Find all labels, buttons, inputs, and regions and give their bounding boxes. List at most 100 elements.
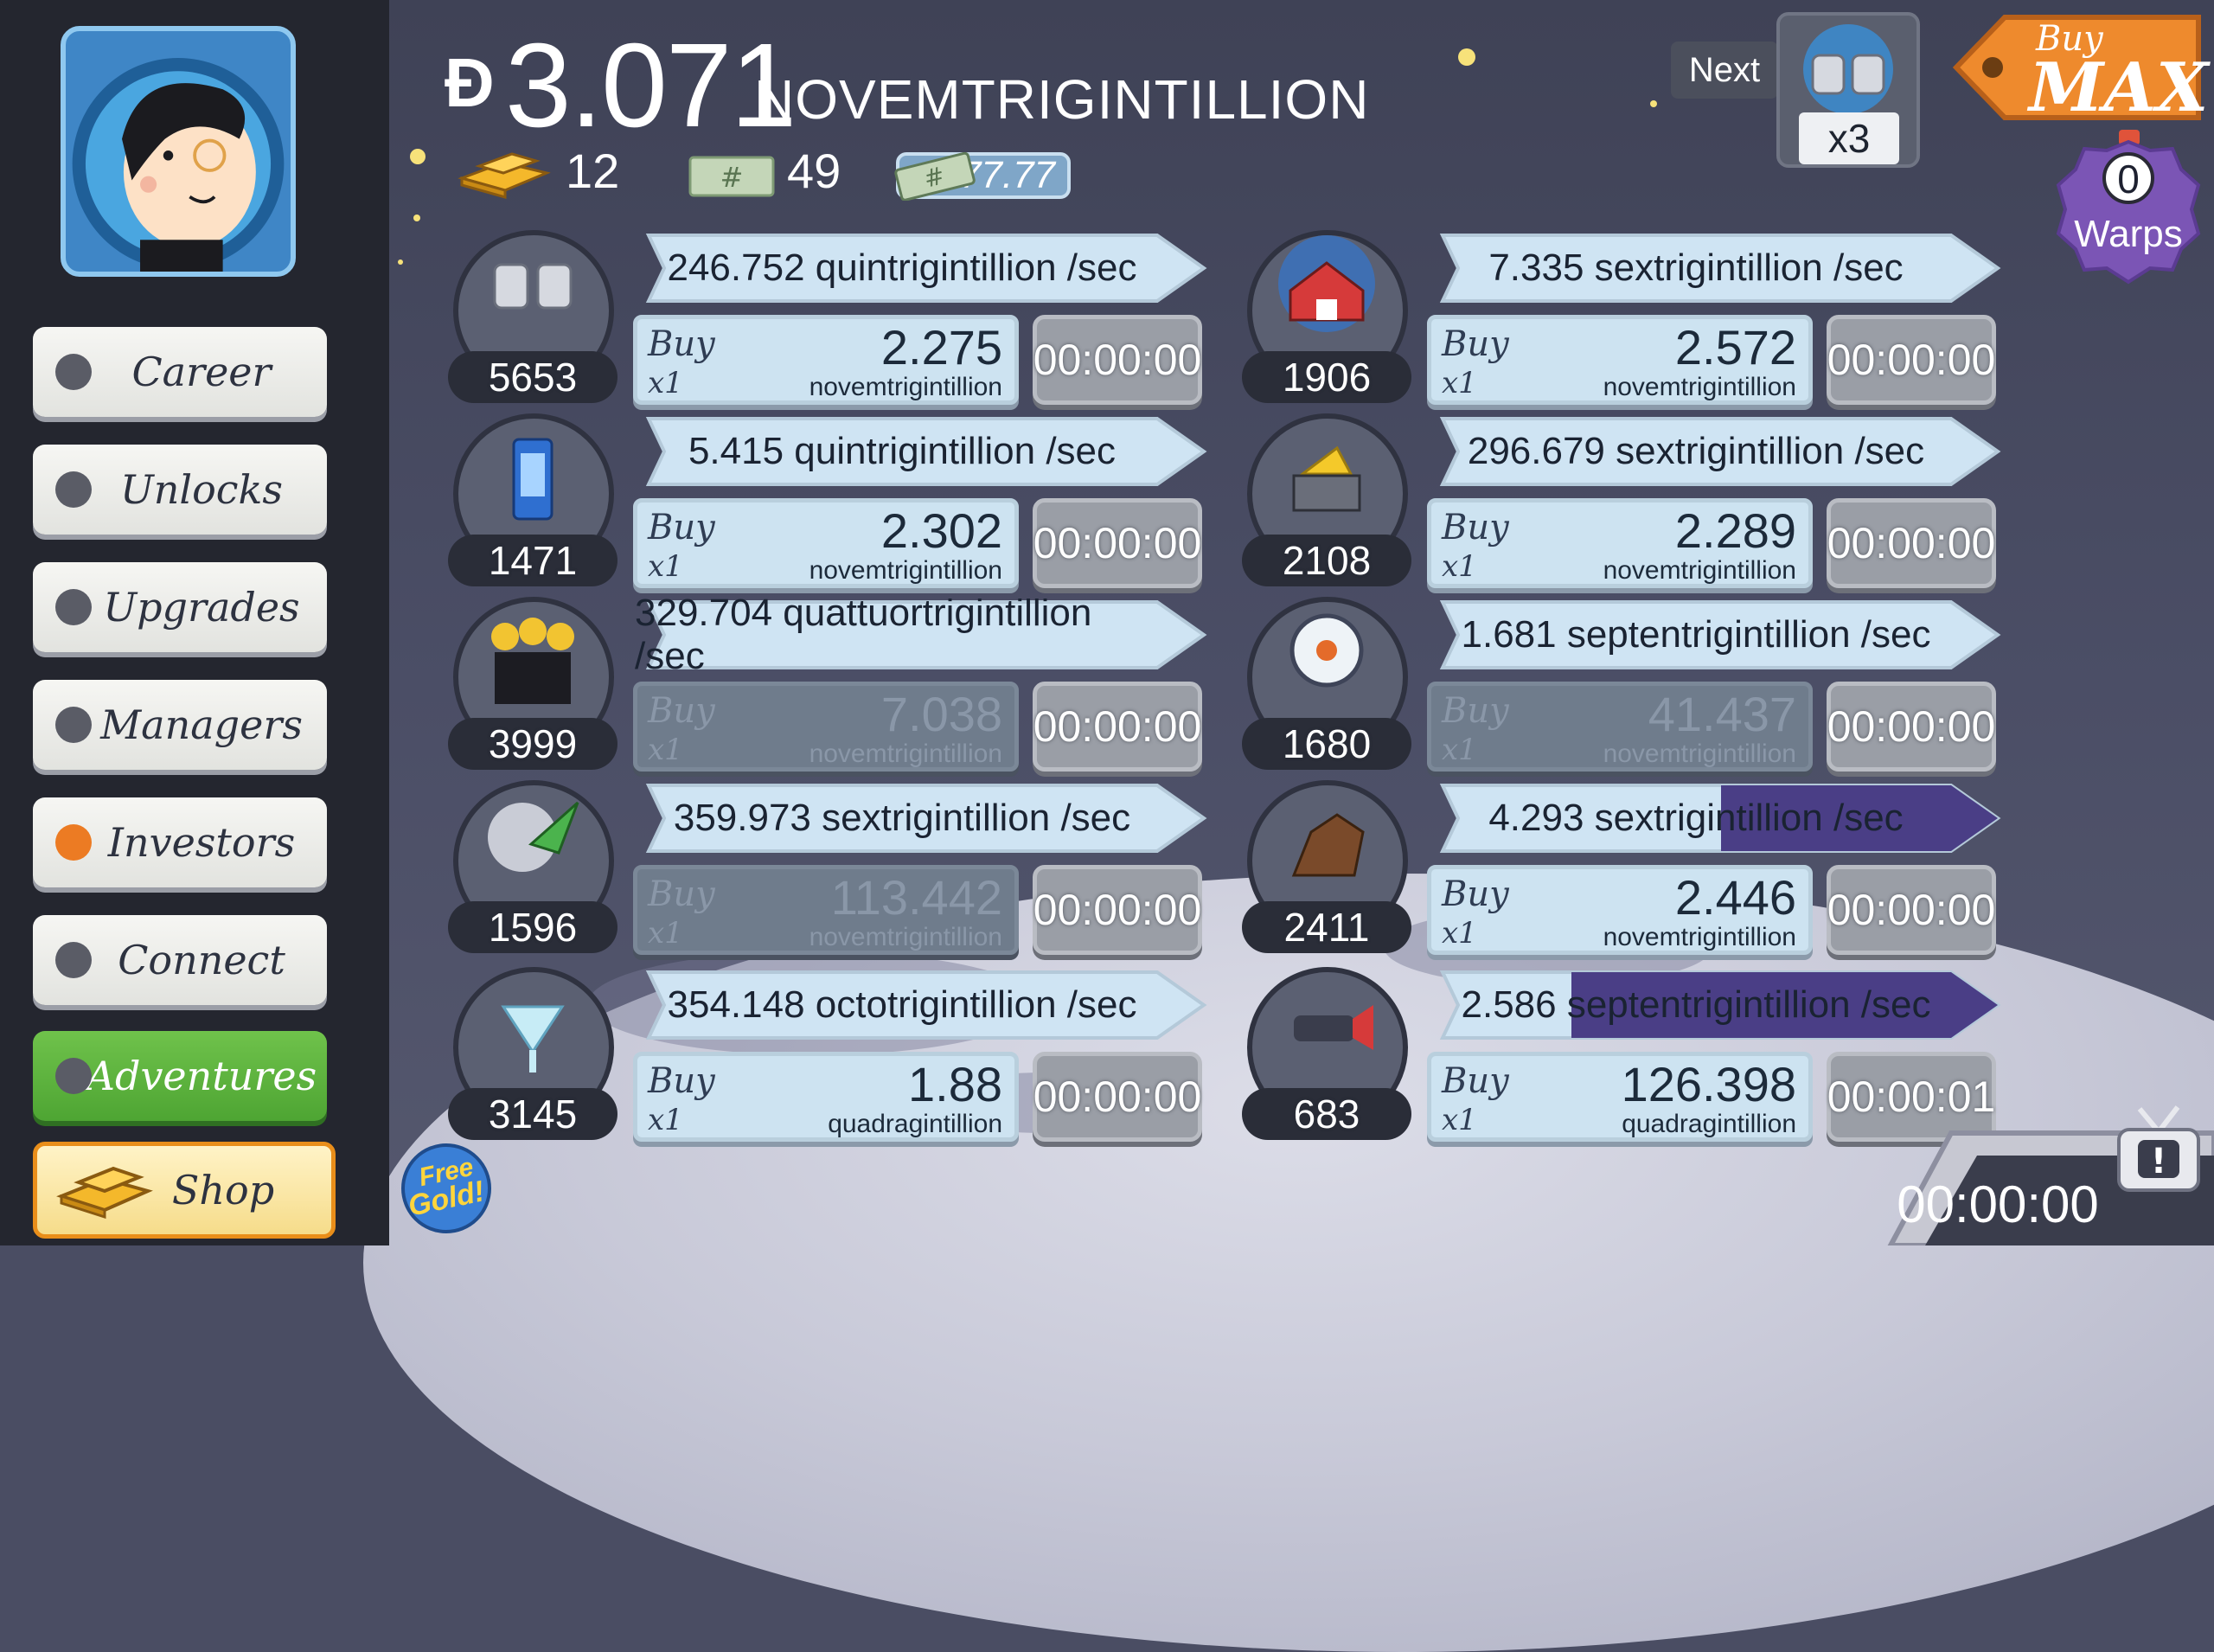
business-count-value: 1906 bbox=[1282, 355, 1372, 400]
business-5-icon-button[interactable]: 3999 bbox=[448, 597, 617, 770]
business-7-icon-button[interactable]: 1596 bbox=[448, 780, 617, 953]
rate-arrow-shape bbox=[645, 234, 1207, 303]
tv-timer: 00:00:00 bbox=[1897, 1175, 2099, 1233]
sidebar-item-unlocks[interactable]: Unlocks bbox=[33, 445, 327, 535]
business-count: 1471 bbox=[448, 535, 617, 586]
business-7-buy-button[interactable]: Buy x1 113.442 novemtrigintillion bbox=[633, 865, 1019, 955]
buy-cost-value: 1.88 bbox=[908, 1057, 1002, 1111]
business-9-rate-bar[interactable]: 354.148 octotrigintillion /sec bbox=[635, 969, 1207, 1041]
business-3-buy-button[interactable]: Buy x1 2.302 novemtrigintillion bbox=[633, 498, 1019, 588]
free-gold-button[interactable]: Free Gold! bbox=[401, 1143, 491, 1233]
business-1-icon-button[interactable]: 5653 bbox=[448, 230, 617, 403]
buy-cost-unit: quadragintillion bbox=[1622, 1110, 1796, 1138]
business-4-timer: 00:00:00 bbox=[1827, 498, 1996, 588]
business-rate-text: 5.415 quintrigintillion /sec bbox=[688, 430, 1117, 472]
sidebar-item-label: Career bbox=[131, 349, 272, 395]
business-6-rate-bar[interactable]: 1.681 septentrigintillion /sec bbox=[1429, 599, 2001, 671]
sidebar-item-label: Adventures bbox=[86, 1053, 317, 1099]
ray-gun-icon bbox=[1294, 1005, 1373, 1050]
buy-label: Buy bbox=[1442, 691, 1509, 731]
rate-arrow-shape bbox=[1439, 600, 2001, 669]
business-rate-text: 7.335 sextrigintillion /sec bbox=[1488, 247, 1904, 289]
warps-badge[interactable]: 0 Warps bbox=[2055, 130, 2202, 291]
business-10-timer: 00:00:01 bbox=[1827, 1052, 1996, 1142]
buy-max-button[interactable]: Buy MAX bbox=[1952, 10, 2208, 127]
warps-label: Warps bbox=[2074, 213, 2183, 255]
phone-booth-icon bbox=[512, 438, 554, 521]
business-8-icon-button[interactable]: 2411 bbox=[1242, 780, 1411, 953]
status-dot bbox=[55, 589, 92, 625]
buy-cost-unit: novemtrigintillion bbox=[1603, 373, 1796, 401]
business-1-buy-button[interactable]: Buy x1 2.275 novemtrigintillion bbox=[633, 315, 1019, 405]
next-unlock-card[interactable]: x3 bbox=[1776, 12, 1920, 168]
buy-max-main-label: MAX bbox=[2029, 48, 2209, 127]
buy-cost-value: 2.302 bbox=[880, 503, 1002, 558]
sidebar-item-career[interactable]: Career bbox=[33, 327, 327, 417]
rate-arrow-shape bbox=[645, 417, 1207, 486]
buy-cost-unit: novemtrigintillion bbox=[809, 556, 1002, 585]
megabucks-icon: # bbox=[894, 152, 976, 201]
sidebar-item-connect[interactable]: Connect bbox=[33, 915, 327, 1005]
sidebar-item-investors[interactable]: Investors bbox=[33, 797, 327, 887]
sidebar-item-shop[interactable]: Shop bbox=[33, 1142, 336, 1239]
business-count: 2108 bbox=[1242, 535, 1411, 586]
buy-cost-unit: novemtrigintillion bbox=[1603, 556, 1796, 585]
buy-cost-unit: novemtrigintillion bbox=[1603, 740, 1796, 768]
moon-boots-icon bbox=[493, 263, 573, 310]
business-10-icon-button[interactable]: 683 bbox=[1242, 967, 1411, 1140]
business-5-rate-bar[interactable]: 329.704 quattuortrigintillion /sec bbox=[635, 599, 1207, 671]
business-count-value: 683 bbox=[1293, 1092, 1360, 1137]
business-2-rate-bar[interactable]: 7.335 sextrigintillion /sec bbox=[1429, 232, 2001, 304]
business-rate-text: 296.679 sextrigintillion /sec bbox=[1467, 430, 1925, 472]
business-6-buy-button[interactable]: Buy x1 41.437 novemtrigintillion bbox=[1427, 682, 1813, 772]
business-10-buy-button[interactable]: Buy x1 126.398 quadragintillion bbox=[1427, 1052, 1813, 1142]
star bbox=[1650, 100, 1657, 107]
business-count-value: 2108 bbox=[1282, 538, 1372, 583]
player-avatar[interactable] bbox=[61, 26, 296, 277]
business-4-icon-button[interactable]: 2108 bbox=[1242, 413, 1411, 586]
buy-label: Buy bbox=[648, 324, 715, 364]
sidebar-item-label: Investors bbox=[107, 819, 296, 866]
next-unlock-label: Next bbox=[1671, 42, 1778, 99]
megabucks-count: 49 bbox=[787, 144, 841, 198]
gold-bars-icon bbox=[56, 1166, 153, 1219]
business-7-rate-bar[interactable]: 359.973 sextrigintillion /sec bbox=[635, 782, 1207, 855]
buy-quantity: x1 bbox=[1442, 733, 1477, 767]
tv-alert-icon[interactable]: ! bbox=[2114, 1100, 2204, 1194]
business-9-buy-button[interactable]: Buy x1 1.88 quadragintillion bbox=[633, 1052, 1019, 1142]
business-5-timer: 00:00:00 bbox=[1033, 682, 1202, 772]
business-4-buy-button[interactable]: Buy x1 2.289 novemtrigintillion bbox=[1427, 498, 1813, 588]
business-3-rate-bar[interactable]: 5.415 quintrigintillion /sec bbox=[635, 415, 1207, 488]
business-8-rate-bar[interactable]: 4.293 sextrigintillion /sec bbox=[1429, 782, 2001, 855]
business-rate-text: 354.148 octotrigintillion /sec bbox=[667, 983, 1137, 1026]
business-5-buy-button[interactable]: Buy x1 7.038 novemtrigintillion bbox=[633, 682, 1019, 772]
buy-label: Buy bbox=[648, 691, 715, 731]
buy-label: Buy bbox=[1442, 1061, 1509, 1101]
sidebar-item-adventures[interactable]: Adventures bbox=[33, 1031, 327, 1121]
business-4-rate-bar[interactable]: 296.679 sextrigintillion /sec bbox=[1429, 415, 2001, 488]
business-9-icon-button[interactable]: 3145 bbox=[448, 967, 617, 1140]
sidebar-item-upgrades[interactable]: Upgrades bbox=[33, 562, 327, 652]
business-2-icon-button[interactable]: 1906 bbox=[1242, 230, 1411, 403]
star bbox=[398, 259, 403, 265]
buy-label: Buy bbox=[648, 508, 715, 547]
business-10-rate-bar[interactable]: 2.586 septentrigintillion /sec bbox=[1429, 969, 2001, 1041]
business-count-value: 5653 bbox=[488, 355, 578, 400]
buy-cost-unit: novemtrigintillion bbox=[1603, 923, 1796, 951]
money-value: 3.071 bbox=[505, 19, 797, 152]
business-6-icon-button[interactable]: 1680 bbox=[1242, 597, 1411, 770]
buy-cost-unit: novemtrigintillion bbox=[809, 923, 1002, 951]
sidebar-item-managers[interactable]: Managers bbox=[33, 680, 327, 770]
buy-label: Buy bbox=[1442, 874, 1509, 914]
business-2-buy-button[interactable]: Buy x1 2.572 novemtrigintillion bbox=[1427, 315, 1813, 405]
business-1-rate-bar[interactable]: 246.752 quintrigintillion /sec bbox=[635, 232, 1207, 304]
buy-cost-unit: novemtrigintillion bbox=[809, 740, 1002, 768]
sidebar-item-label: Unlocks bbox=[119, 466, 284, 513]
business-8-buy-button[interactable]: Buy x1 2.446 novemtrigintillion bbox=[1427, 865, 1813, 955]
star bbox=[1458, 48, 1475, 66]
business-count-value: 1471 bbox=[488, 538, 578, 583]
business-count-value: 3145 bbox=[488, 1092, 578, 1137]
business-count: 5653 bbox=[448, 351, 617, 403]
business-3-icon-button[interactable]: 1471 bbox=[448, 413, 617, 586]
buy-quantity: x1 bbox=[648, 549, 683, 584]
